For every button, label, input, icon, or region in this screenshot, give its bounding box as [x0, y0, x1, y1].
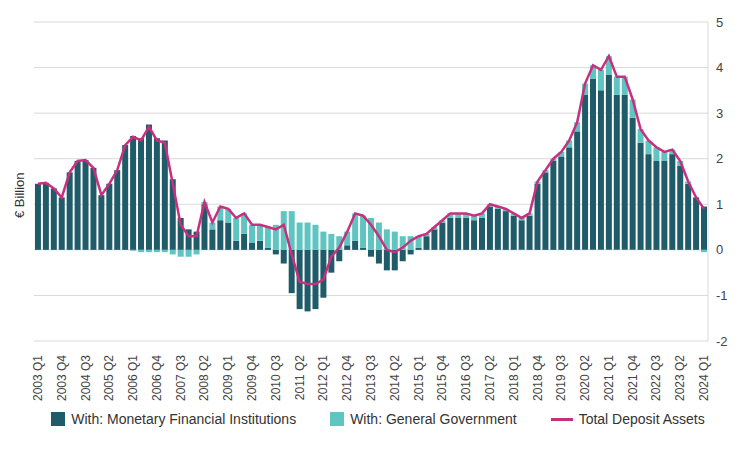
svg-text:2009 Q4: 2009 Q4: [245, 355, 259, 401]
svg-text:0: 0: [716, 242, 723, 257]
svg-text:2005 Q2: 2005 Q2: [102, 355, 116, 401]
svg-text:1: 1: [716, 197, 723, 212]
svg-text:2009 Q1: 2009 Q1: [221, 355, 235, 401]
svg-text:2015 Q4: 2015 Q4: [435, 355, 449, 401]
svg-text:2011 Q2: 2011 Q2: [293, 355, 307, 400]
svg-text:2015 Q1: 2015 Q1: [412, 355, 426, 401]
svg-text:-2: -2: [716, 334, 728, 349]
svg-text:2012 Q1: 2012 Q1: [316, 355, 330, 401]
svg-text:2007 Q3: 2007 Q3: [174, 355, 188, 401]
svg-text:2006 Q1: 2006 Q1: [126, 355, 140, 401]
svg-text:2: 2: [716, 151, 723, 166]
svg-text:2014 Q2: 2014 Q2: [388, 355, 402, 401]
svg-text:2006 Q4: 2006 Q4: [150, 355, 164, 401]
html-text:With: Monetary Financial Insti: With: Monetary Financial Institutions: [71, 411, 297, 427]
svg-text:2022 Q3: 2022 Q3: [649, 355, 663, 401]
svg-text:2012 Q4: 2012 Q4: [340, 355, 354, 401]
svg-text:2016 Q3: 2016 Q3: [459, 355, 473, 401]
svg-text:2021 Q1: 2021 Q1: [602, 355, 616, 401]
svg-text:2024 Q1: 2024 Q1: [697, 355, 711, 401]
svg-text:2019 Q3: 2019 Q3: [554, 355, 568, 401]
svg-text:2017 Q2: 2017 Q2: [483, 355, 497, 401]
svg-text:2023 Q2: 2023 Q2: [673, 355, 687, 401]
svg-text:2003 Q4: 2003 Q4: [55, 355, 69, 401]
svg-text:2003 Q1: 2003 Q1: [31, 355, 45, 401]
svg-text:2008 Q2: 2008 Q2: [197, 355, 211, 401]
svg-text:5: 5: [716, 15, 723, 30]
html-text:Total Deposit Assets: Total Deposit Assets: [578, 411, 705, 427]
svg-text:3: 3: [716, 106, 723, 121]
svg-text:2013 Q3: 2013 Q3: [364, 355, 378, 401]
html-text:With: General Government: With: General Government: [350, 411, 517, 427]
svg-text:2018 Q4: 2018 Q4: [531, 355, 545, 401]
svg-text:2004 Q3: 2004 Q3: [79, 355, 93, 401]
svg-text:2021 Q4: 2021 Q4: [626, 355, 640, 401]
html-text:€ Billion: € Billion: [12, 172, 27, 218]
svg-text:2018 Q1: 2018 Q1: [507, 355, 521, 401]
svg-text:4: 4: [716, 60, 723, 75]
svg-text:2020 Q2: 2020 Q2: [578, 355, 592, 401]
svg-text:2010 Q3: 2010 Q3: [269, 355, 283, 401]
svg-text:-1: -1: [716, 288, 728, 303]
